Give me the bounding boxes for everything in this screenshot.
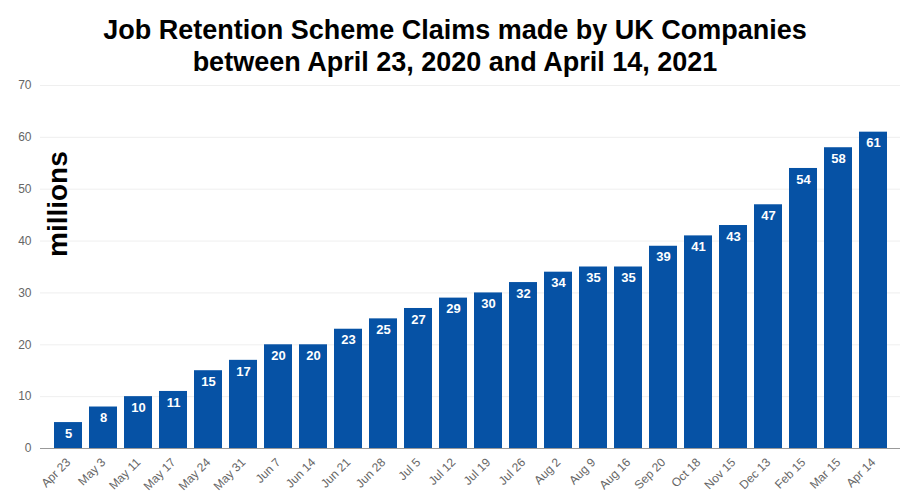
- svg-text:Jun 14: Jun 14: [283, 455, 319, 491]
- svg-text:8: 8: [100, 410, 107, 425]
- svg-text:27: 27: [411, 312, 425, 327]
- svg-text:39: 39: [656, 249, 670, 264]
- svg-text:Jul 5: Jul 5: [396, 455, 424, 483]
- svg-text:May 24: May 24: [176, 455, 214, 493]
- svg-text:Sep 20: Sep 20: [632, 455, 669, 492]
- svg-text:20: 20: [18, 338, 32, 352]
- svg-text:34: 34: [551, 275, 566, 290]
- svg-text:35: 35: [586, 270, 600, 285]
- svg-text:30: 30: [481, 296, 495, 311]
- svg-text:70: 70: [18, 78, 32, 92]
- svg-text:41: 41: [691, 239, 705, 254]
- svg-text:May 31: May 31: [211, 455, 249, 493]
- svg-text:17: 17: [236, 364, 250, 379]
- svg-text:Apr 14: Apr 14: [843, 455, 878, 490]
- svg-text:40: 40: [18, 234, 32, 248]
- svg-text:20: 20: [271, 348, 285, 363]
- svg-text:millions: millions: [42, 151, 73, 257]
- svg-text:54: 54: [796, 172, 811, 187]
- svg-text:Jul 19: Jul 19: [461, 455, 494, 488]
- svg-text:43: 43: [726, 229, 740, 244]
- svg-text:61: 61: [866, 135, 880, 150]
- svg-text:Aug 2: Aug 2: [531, 455, 563, 487]
- svg-text:May 11: May 11: [106, 455, 143, 492]
- svg-text:Jun 28: Jun 28: [353, 455, 389, 491]
- svg-text:23: 23: [341, 332, 355, 347]
- svg-text:35: 35: [621, 270, 635, 285]
- svg-text:Jun 7: Jun 7: [253, 455, 284, 486]
- svg-text:15: 15: [201, 374, 215, 389]
- svg-text:50: 50: [18, 182, 32, 196]
- svg-text:47: 47: [761, 208, 775, 223]
- svg-text:Dec 13: Dec 13: [737, 455, 774, 492]
- svg-text:Oct 18: Oct 18: [668, 455, 703, 490]
- html-text:Job Retention Scheme Claims ma: Job Retention Scheme Claims made by UK C…: [103, 15, 807, 77]
- svg-text:10: 10: [131, 400, 145, 415]
- svg-text:20: 20: [306, 348, 320, 363]
- svg-text:29: 29: [446, 301, 460, 316]
- svg-text:30: 30: [18, 286, 32, 300]
- svg-text:Jul 26: Jul 26: [496, 455, 529, 488]
- svg-text:May 3: May 3: [75, 455, 108, 488]
- svg-text:Jul 12: Jul 12: [426, 455, 459, 488]
- svg-text:Aug 9: Aug 9: [566, 455, 598, 487]
- svg-text:Apr 23: Apr 23: [38, 455, 73, 490]
- svg-text:0: 0: [25, 441, 32, 455]
- svg-text:Mar 15: Mar 15: [807, 455, 844, 492]
- svg-text:32: 32: [516, 286, 530, 301]
- svg-text:25: 25: [376, 322, 390, 337]
- svg-text:11: 11: [167, 395, 181, 410]
- svg-text:5: 5: [65, 426, 72, 441]
- svg-text:Feb 15: Feb 15: [772, 455, 809, 492]
- svg-text:Nov 15: Nov 15: [702, 455, 739, 492]
- svg-text:Aug 16: Aug 16: [597, 455, 634, 492]
- svg-text:58: 58: [831, 151, 845, 166]
- svg-text:May 17: May 17: [141, 455, 179, 493]
- svg-text:60: 60: [18, 130, 32, 144]
- svg-text:Jun 21: Jun 21: [318, 455, 354, 491]
- svg-text:10: 10: [18, 389, 32, 403]
